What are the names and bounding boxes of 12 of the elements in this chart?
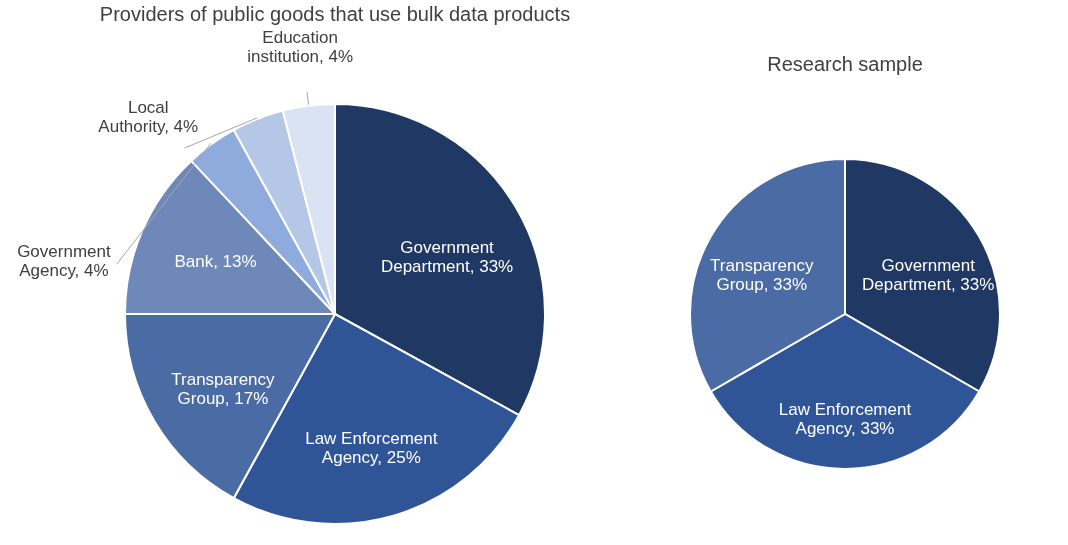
slice-label: Government Department, 33% (380, 237, 514, 276)
slice-label: Local Authority, 4% (98, 98, 199, 137)
slice-label: Law Enforcement Agency, 25% (305, 429, 438, 468)
slice-label: Transparency Group, 33% (710, 255, 814, 294)
slice-label: Transparency Group, 17% (171, 370, 276, 409)
slice-label: Government Agency, 4% (17, 242, 111, 281)
chart-title: Providers of public goods that use bulk data products (99, 3, 571, 26)
chart-title: Research sample (767, 53, 923, 75)
slice-label: Education institution, 4% (247, 28, 354, 67)
slice-label: Bank, 13% (174, 252, 257, 272)
slice-label: Law Enforcement Agency, 33% (778, 400, 912, 439)
slice-label: Government Department, 33% (862, 255, 995, 294)
